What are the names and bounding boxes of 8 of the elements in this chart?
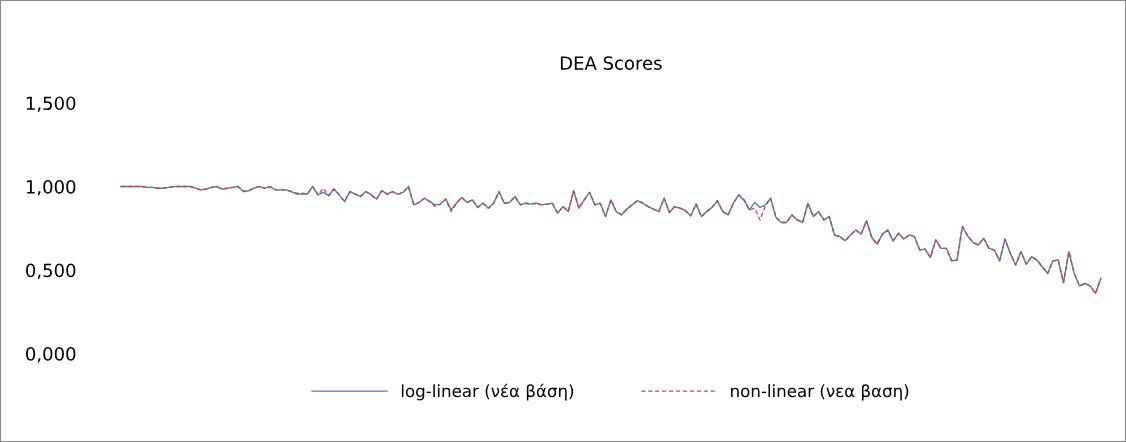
y-tick-label: 1,500	[26, 96, 76, 112]
legend-label: non-linear (νεα βαση)	[731, 384, 909, 401]
legend-label: log-linear (νέα βάση)	[401, 383, 574, 401]
line-series	[120, 185, 1102, 295]
y-tick-label: 1,000	[26, 179, 76, 196]
y-tick-label: 0,500	[26, 263, 76, 280]
y-tick-label: 0,000	[26, 347, 76, 363]
chart-title: DEA Scores	[560, 56, 662, 70]
